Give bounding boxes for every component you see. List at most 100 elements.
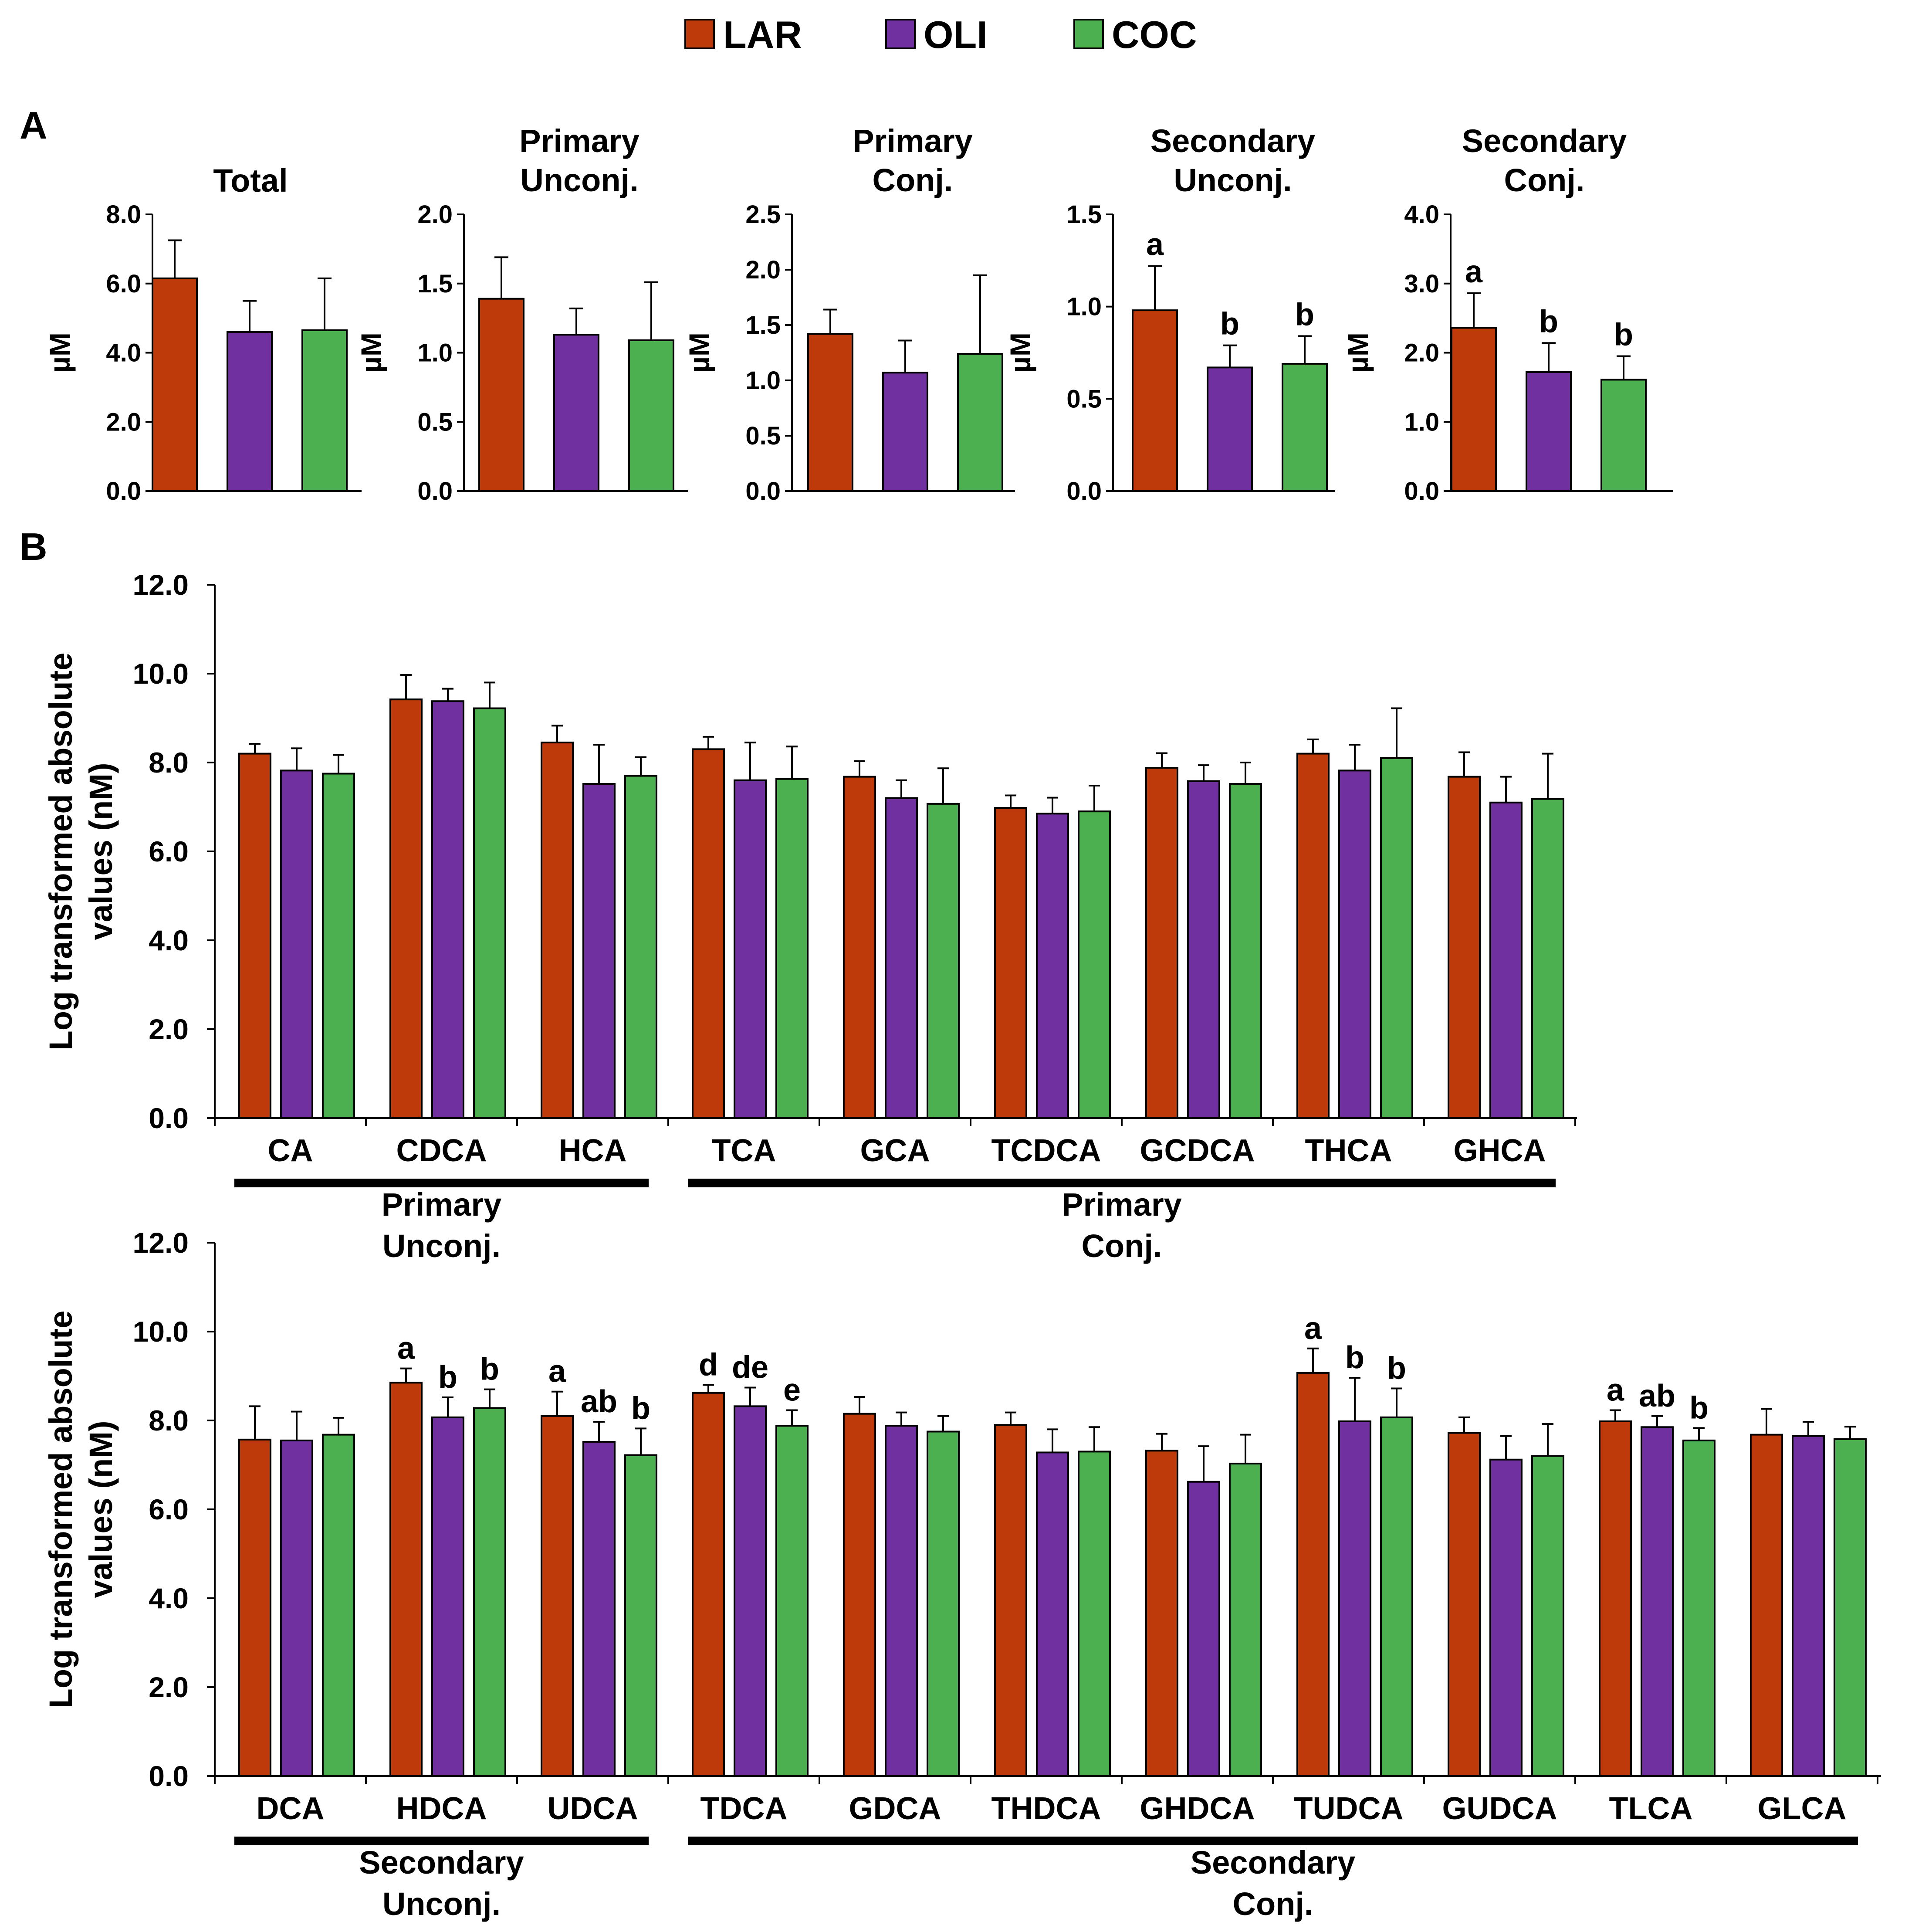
bar-lar <box>994 1424 1027 1777</box>
bar-coc <box>1229 783 1262 1119</box>
chart-a-0: 0.0 2.0 4.0 6.0 8.0 µM Total <box>44 163 362 505</box>
bar-coc <box>1531 1455 1564 1777</box>
group-label: Conj. <box>1082 1228 1162 1264</box>
legend-label-lar: LAR <box>723 13 802 56</box>
bar-coc <box>1282 363 1328 492</box>
bar-coc <box>473 1407 506 1777</box>
bar-coc <box>1229 1462 1262 1777</box>
y-axis-label: µM <box>44 332 76 373</box>
category-label: TUDCA <box>1294 1791 1404 1826</box>
category-label: DCA <box>257 1791 325 1826</box>
significance-letter: a <box>397 1331 415 1366</box>
y-tick-label: 0.0 <box>149 1760 189 1792</box>
y-tick-label: 6.0 <box>149 835 189 868</box>
bar-coc <box>624 1454 657 1777</box>
bar-coc <box>1682 1439 1716 1777</box>
category-label: GHCA <box>1454 1133 1546 1168</box>
category-label: GLCA <box>1758 1791 1847 1826</box>
bar-lar <box>1145 767 1178 1119</box>
panel-a-charts: 0.0 2.0 4.0 6.0 8.0 µM Total 0.0 0.5 1.0 1.5 2.0 µM P… <box>44 123 1673 505</box>
category-label: UDCA <box>548 1791 638 1826</box>
y-tick-label: 1.5 <box>1066 200 1102 229</box>
y-tick-label: 1.0 <box>1066 293 1102 321</box>
bar-lar <box>1750 1434 1783 1777</box>
y-tick-label: 0.0 <box>149 1102 189 1134</box>
significance-letter: a <box>1465 254 1483 289</box>
category-label: THDCA <box>991 1791 1101 1826</box>
significance-letter: ab <box>1639 1379 1675 1413</box>
group-bracket <box>688 1179 1556 1187</box>
bar-lar <box>389 1382 423 1777</box>
bar-lar <box>1296 752 1330 1119</box>
bar-oli <box>582 1441 616 1777</box>
y-tick-label: 3.0 <box>1404 270 1439 298</box>
bar-lar <box>1132 309 1178 492</box>
bar-oli <box>1187 1481 1220 1777</box>
bar-oli <box>734 779 767 1119</box>
bar-lar <box>843 1413 876 1777</box>
category-label: THCA <box>1305 1133 1392 1168</box>
bar-lar <box>541 742 574 1119</box>
bar-oli <box>582 783 616 1119</box>
y-tick-label: 8.0 <box>149 1404 189 1437</box>
bar-oli <box>280 769 313 1119</box>
chart-title: Unconj. <box>1174 162 1292 198</box>
significance-letter: b <box>1220 307 1239 342</box>
bar-lar <box>238 1438 271 1777</box>
y-tick-label: 12.0 <box>133 1227 189 1259</box>
legend-swatch-oli <box>885 19 916 49</box>
significance-letter: b <box>631 1391 650 1426</box>
bar-coc <box>624 775 657 1119</box>
bar-coc <box>1078 810 1111 1119</box>
bar-oli <box>431 700 464 1119</box>
chart-b-0: 0.0 2.0 4.0 6.0 8.0 10.0 12.0 Log transformed a… <box>43 569 1577 1264</box>
category-label: TDCA <box>700 1791 788 1826</box>
y-tick-label: 1.0 <box>1404 408 1439 436</box>
y-axis-label: values (nM) <box>83 1420 119 1598</box>
bar-lar <box>1599 1420 1632 1777</box>
y-tick-label: 4.0 <box>149 1582 189 1614</box>
group-bracket <box>688 1837 1858 1845</box>
bar-coc <box>473 707 506 1119</box>
y-tick-label: 1.5 <box>417 270 453 298</box>
y-tick-label: 1.0 <box>745 366 781 395</box>
significance-letter: b <box>480 1352 499 1387</box>
chart-title: Primary <box>853 123 973 159</box>
bar-lar <box>843 776 876 1119</box>
bar-oli <box>1338 1420 1371 1777</box>
y-axis-label: Log transformed absolute <box>43 1311 79 1708</box>
legend-label-oli: OLI <box>924 13 988 56</box>
y-axis-label: µM <box>683 332 715 373</box>
bar-oli <box>1526 371 1572 492</box>
chart-title: Secondary <box>1462 123 1627 159</box>
bar-coc <box>1380 757 1413 1119</box>
y-axis-label: Log transformed absolute <box>43 653 79 1051</box>
significance-letter: a <box>1304 1311 1322 1346</box>
category-label: HCA <box>559 1133 627 1168</box>
significance-letter: ab <box>581 1384 617 1419</box>
significance-letter: d <box>699 1347 718 1382</box>
significance-letter: b <box>1295 297 1314 332</box>
y-tick-label: 0.5 <box>417 408 453 436</box>
y-tick-label: 0.0 <box>106 477 141 505</box>
group-label: Secondary <box>1191 1844 1355 1881</box>
chart-title: Secondary <box>1150 123 1315 159</box>
bar-oli <box>1792 1435 1825 1777</box>
bar-coc <box>1078 1451 1111 1777</box>
bar-oli <box>1187 780 1220 1119</box>
bar-lar <box>1451 327 1497 492</box>
bar-lar <box>1448 1432 1481 1777</box>
group-label: Unconj. <box>382 1228 501 1264</box>
bar-lar <box>478 298 524 492</box>
significance-letter: e <box>783 1373 801 1408</box>
group-label: Primary <box>1062 1186 1182 1223</box>
y-axis-label: µM <box>1342 332 1374 373</box>
group-bracket <box>234 1179 649 1187</box>
y-tick-label: 6.0 <box>106 270 141 298</box>
y-tick-label: 10.0 <box>133 1315 189 1348</box>
y-tick-label: 2.0 <box>1404 339 1439 367</box>
bar-oli <box>1338 769 1371 1119</box>
